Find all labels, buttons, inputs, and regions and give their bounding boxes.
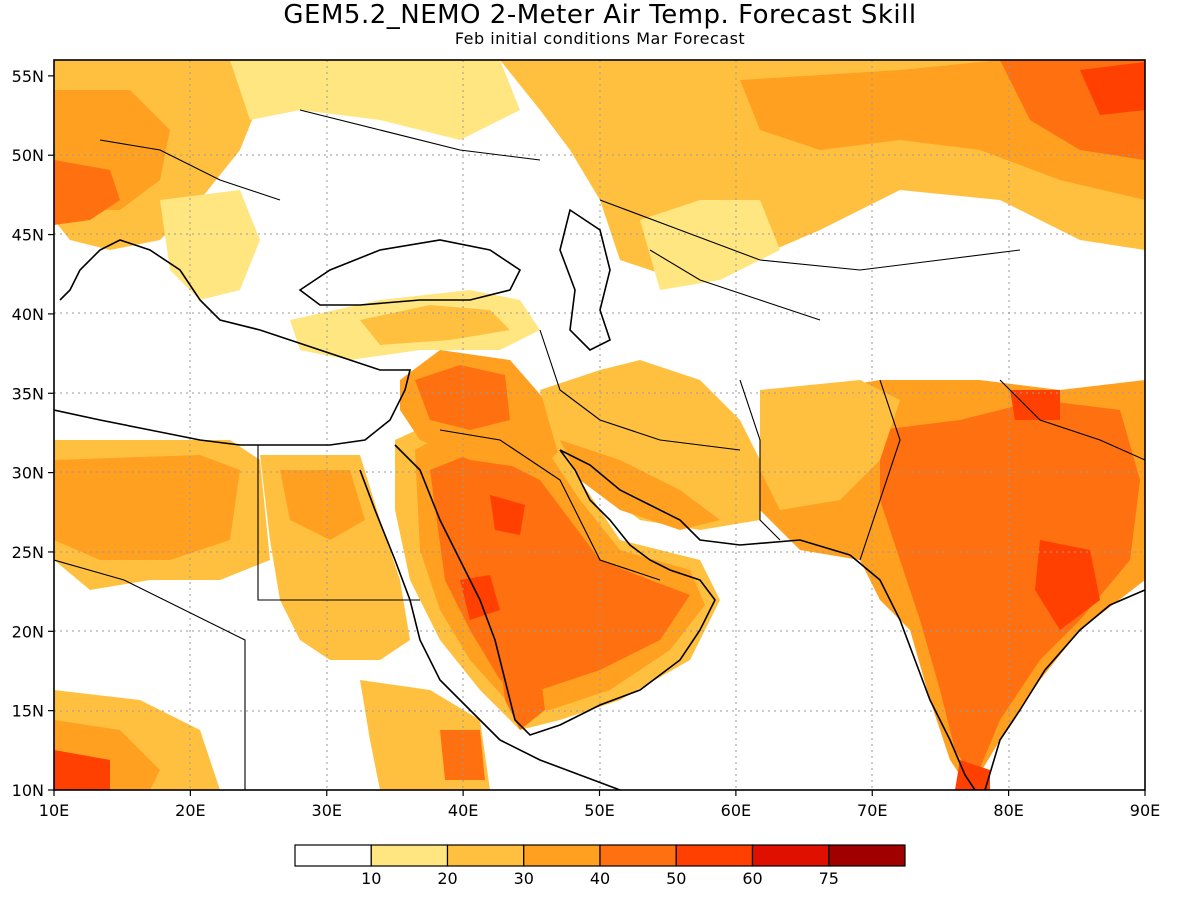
- y-tick-label: 40N: [12, 305, 44, 324]
- y-tick-label: 20N: [12, 622, 44, 641]
- x-axis-ticks: 10E 20E 30E 40E 50E 60E 70E 80E 90E: [39, 790, 1160, 820]
- coastline-black-sea: [298, 239, 522, 306]
- shade-india-high-2: [955, 760, 990, 790]
- shade-turkey-mid: [360, 305, 510, 345]
- map-title: GEM5.2_NEMO 2-Meter Air Temp. Forecast S…: [283, 0, 917, 30]
- colorbar-label: 30: [514, 869, 534, 888]
- coastline-caspian: [559, 208, 611, 351]
- y-axis-ticks: 55N 50N 45N 40N 35N 30N 25N 20N 15N 10N: [12, 67, 54, 800]
- colorbar-swatch: [370, 844, 449, 867]
- colorbar-swatch: [294, 844, 372, 867]
- x-tick-label: 40E: [448, 801, 478, 820]
- shade-kazakh: [640, 200, 780, 290]
- shade-eastern-europe: [230, 60, 520, 140]
- colorbar-swatch: [675, 844, 754, 867]
- colorbar-label: 20: [437, 869, 457, 888]
- x-tick-label: 20E: [175, 801, 205, 820]
- shade-egypt-mid: [280, 470, 365, 540]
- shade-india-mid: [880, 400, 1140, 780]
- coastline-india: [849, 554, 1145, 790]
- country-borders: [54, 109, 1145, 790]
- y-tick-label: 45N: [12, 226, 44, 245]
- coastline-arabian-peninsula: [394, 444, 716, 736]
- shade-arabia-peak-2: [490, 495, 525, 535]
- y-tick-label: 15N: [12, 702, 44, 721]
- x-tick-label: 30E: [312, 801, 342, 820]
- shade-libya-mid: [54, 455, 240, 560]
- y-tick-label: 25N: [12, 543, 44, 562]
- shade-balkans: [160, 190, 260, 300]
- y-tick-label: 55N: [12, 67, 44, 86]
- shade-ethiopia: [440, 730, 485, 780]
- coastline-mediterranean: [54, 239, 412, 446]
- x-tick-label: 90E: [1130, 801, 1160, 820]
- y-tick-label: 50N: [12, 146, 44, 165]
- colorbar-swatch: [828, 844, 906, 867]
- x-tick-label: 10E: [39, 801, 69, 820]
- x-tick-label: 70E: [857, 801, 887, 820]
- x-tick-label: 60E: [721, 801, 751, 820]
- colorbar-swatch: [446, 844, 525, 867]
- coastlines: [54, 208, 1145, 790]
- shade-india-high: [1035, 540, 1100, 630]
- colorbar-label: 40: [590, 869, 610, 888]
- colorbar-swatch: [523, 844, 601, 867]
- x-tick-label: 80E: [993, 801, 1023, 820]
- gridlines: [54, 60, 1145, 790]
- coastline-persian-gulf: [559, 449, 851, 556]
- colorbar-label: 60: [742, 869, 762, 888]
- colorbar: 10 20 30 40 50 60 75: [294, 844, 906, 888]
- shade-india-high-3: [1010, 390, 1060, 420]
- colorbar-label: 75: [819, 869, 839, 888]
- shade-pakistan: [760, 380, 900, 510]
- shade-iran: [540, 360, 760, 530]
- colorbar-swatch: [751, 844, 830, 867]
- shade-arabia-peak: [460, 575, 500, 620]
- colorbar-label: 10: [361, 869, 381, 888]
- shade-westafrica-high: [54, 750, 110, 790]
- y-tick-label: 30N: [12, 464, 44, 483]
- y-tick-label: 35N: [12, 384, 44, 403]
- colorbar-swatch: [599, 844, 677, 867]
- coastline-red-sea-west: [359, 469, 501, 741]
- shade-north-asia-peak: [1080, 62, 1145, 115]
- x-tick-label: 50E: [584, 801, 614, 820]
- coastline-east-africa: [499, 739, 621, 790]
- shade-yemen: [500, 660, 545, 730]
- colorbar-label: 50: [666, 869, 686, 888]
- map-subtitle: Feb initial conditions Mar Forecast: [454, 29, 746, 48]
- y-tick-label: 10N: [12, 781, 44, 800]
- shade-europe-high: [54, 160, 120, 225]
